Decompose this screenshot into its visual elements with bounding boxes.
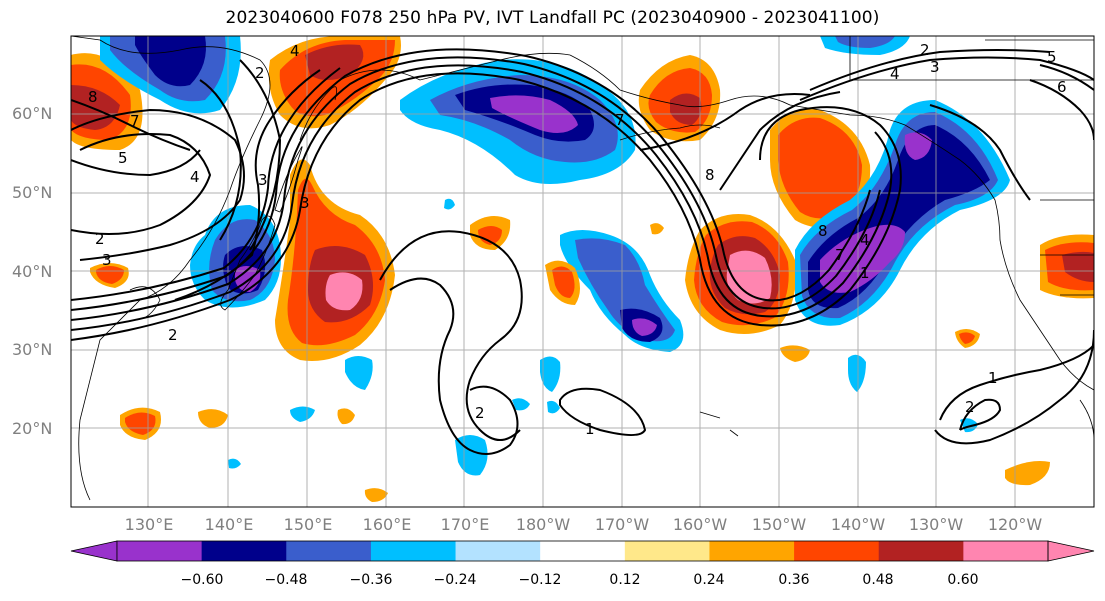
colorbar-tick-label: 0.24: [693, 572, 725, 588]
lat-label: 60°N: [12, 104, 53, 123]
colorbar-tick-label: 0.60: [947, 572, 979, 588]
positive-anomaly-blob: [552, 266, 575, 298]
coastlines: [71, 36, 1094, 501]
contour-label: 7: [835, 246, 845, 264]
lon-label: 120°W: [987, 515, 1043, 534]
contour-label: 8: [705, 166, 715, 184]
positive-anomaly-blob: [478, 226, 502, 245]
contour-label: 8: [818, 222, 828, 240]
colorbar-tick-label: 0.48: [862, 572, 894, 588]
positive-anomaly-blob: [959, 332, 975, 344]
positive-anomaly-blob: [364, 488, 388, 502]
positive-anomaly-blob: [726, 250, 772, 304]
lon-label: 170°E: [440, 515, 490, 534]
positive-anomaly-blob: [670, 93, 702, 125]
negative-anomaly-blob: [540, 356, 561, 392]
contour-label: 4: [190, 168, 200, 186]
negative-anomaly-blob: [820, 224, 905, 293]
contour-label: 8: [88, 88, 98, 106]
colorbar-tick-label: 0.12: [609, 572, 641, 588]
lat-label: 30°N: [12, 340, 53, 359]
contour-label: 4: [860, 231, 870, 249]
negative-anomaly-blob: [512, 398, 530, 411]
positive-anomaly-blob: [1005, 461, 1050, 486]
contour-label: 3: [300, 194, 310, 212]
negative-anomaly-blob: [228, 458, 241, 469]
colorbar-tick-label: −0.60: [180, 572, 224, 588]
contour-label: 2: [965, 398, 975, 416]
positive-anomaly-blob: [780, 345, 810, 362]
lon-label: 180°W: [515, 515, 571, 534]
negative-anomaly-blob: [632, 318, 657, 336]
positive-anomaly-blob: [1062, 251, 1094, 282]
contour-label: 2: [95, 230, 105, 248]
contour-label: 7: [130, 112, 140, 130]
contour-label: 4: [890, 65, 900, 83]
lon-label: 140°W: [830, 515, 886, 534]
colorbar-tick-label: −0.48: [264, 572, 308, 588]
contour-label: 2: [475, 404, 485, 422]
lon-label: 140°E: [204, 515, 254, 534]
contour-label: 2: [920, 41, 930, 59]
positive-anomaly-blob: [198, 409, 228, 428]
negative-anomaly-blob: [904, 132, 932, 160]
lon-label: 150°W: [751, 515, 807, 534]
positive-anomaly-blob: [337, 408, 355, 425]
colorbar-tick-label: 0.36: [778, 572, 810, 588]
contour-label: 2: [168, 326, 178, 344]
ivt-pc-contours: [71, 48, 1094, 455]
contour-label: 5: [118, 149, 128, 167]
positive-anomaly-blob: [650, 223, 664, 235]
colorbar-tick-label: −0.36: [349, 572, 393, 588]
lon-label: 160°E: [362, 515, 412, 534]
contour-label: 4: [290, 42, 300, 60]
positive-anomaly-blob: [71, 85, 120, 130]
negative-anomaly-blob: [848, 354, 866, 392]
negative-anomaly-blob: [290, 406, 315, 422]
contour-label: 3: [930, 58, 940, 76]
map-border: [70, 35, 1095, 508]
lon-label: 170°W: [594, 515, 650, 534]
pv-anomaly-shading: [71, 36, 1094, 502]
colorbar-tick-label: −0.24: [433, 572, 477, 588]
negative-anomaly-blob: [444, 198, 455, 210]
contour-label: 3: [102, 251, 112, 269]
contour-label: 1: [988, 369, 998, 387]
contour-label: 1: [860, 264, 870, 282]
contour-label: 5: [1047, 48, 1057, 66]
contour-label: 6: [1057, 78, 1067, 96]
positive-anomaly-blob: [325, 272, 363, 311]
lon-label: 160°W: [672, 515, 728, 534]
contour-label: 7: [615, 111, 625, 129]
contour-label: 1: [585, 420, 595, 438]
lon-label: 130°W: [908, 515, 964, 534]
contour-label: 3: [258, 171, 268, 189]
lon-label: 150°E: [283, 515, 333, 534]
lat-label: 40°N: [12, 262, 53, 281]
lat-label: 20°N: [12, 419, 53, 438]
negative-anomaly-blob: [547, 400, 560, 414]
lat-label: 50°N: [12, 183, 53, 202]
colorbar-tick-label: −0.12: [518, 572, 562, 588]
negative-anomaly-blob: [345, 356, 373, 390]
map-title: 2023040600 F078 250 hPa PV, IVT Landfall…: [225, 8, 880, 28]
lon-label: 130°E: [124, 515, 174, 534]
contour-labels: 8 7 5 4 3 2 2 3 2 4 3 2 1 7 8 8 7 6 5 4 …: [88, 41, 1067, 438]
contour-label: 2: [255, 64, 265, 82]
